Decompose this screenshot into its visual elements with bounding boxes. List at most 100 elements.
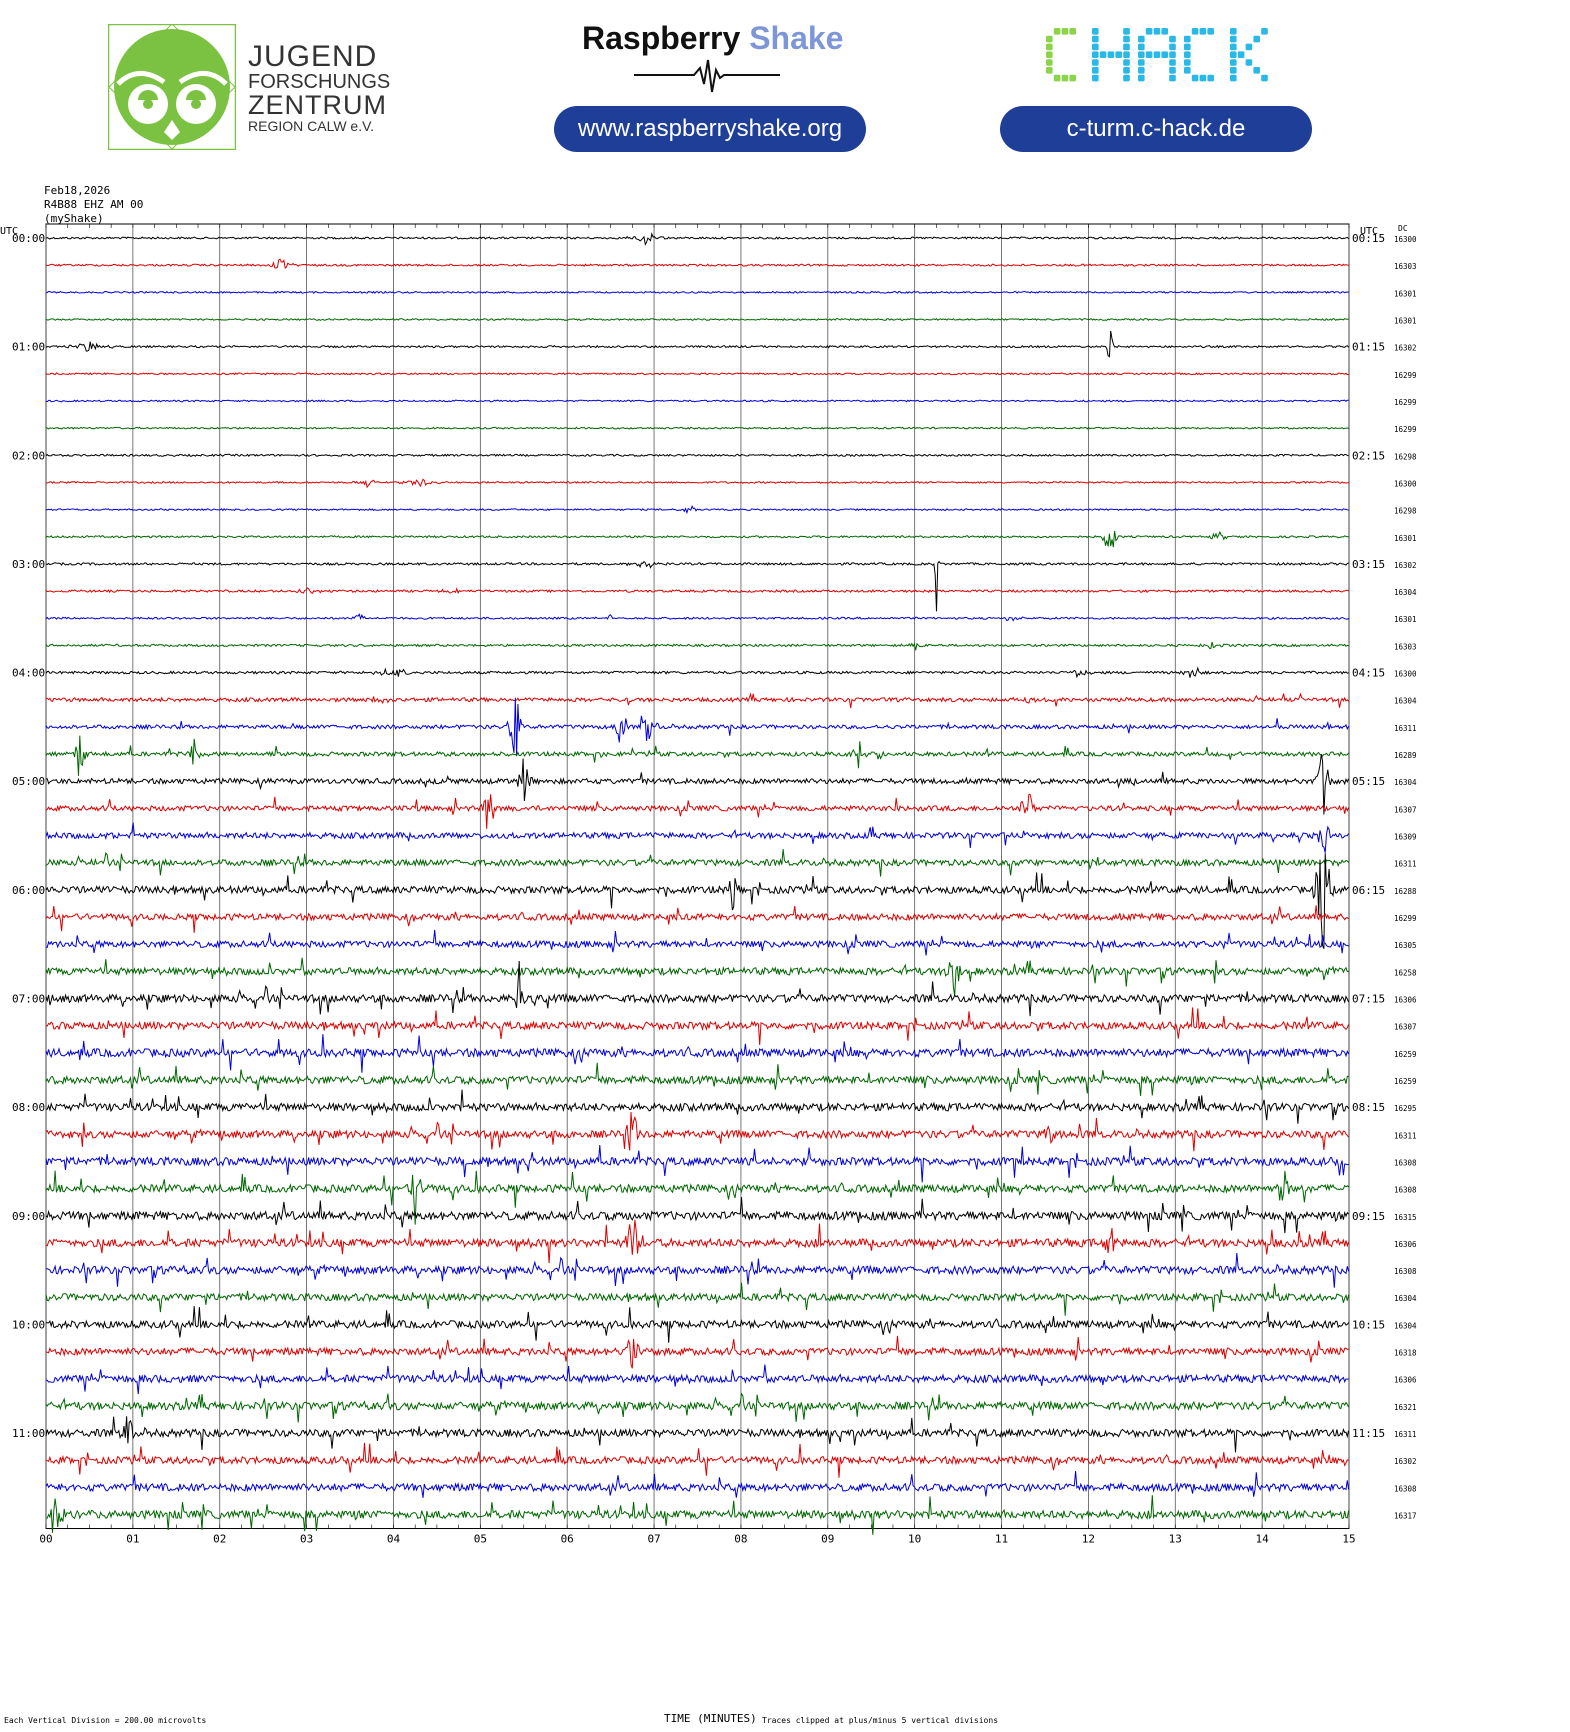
plot-info: Feb18,2026 R4B88 EHZ AM 00 (myShake) xyxy=(44,184,143,226)
plot-date: Feb18,2026 xyxy=(44,184,111,197)
utc-right-label: 01:15 xyxy=(1352,341,1385,354)
chack-logo-dot xyxy=(1253,35,1260,43)
seismic-trace xyxy=(45,1442,1349,1478)
seismic-trace xyxy=(45,1364,1349,1395)
chack-logo-dot xyxy=(1169,67,1176,74)
dc-offset-label: 16301 xyxy=(1394,316,1417,325)
chack-logo-dot xyxy=(1107,51,1115,58)
chack-logo-dot xyxy=(1092,35,1099,43)
seismic-trace xyxy=(45,1034,1350,1073)
dc-offset-label: 16295 xyxy=(1394,1104,1417,1113)
utc-left-label: 02:00 xyxy=(12,449,45,462)
dc-offset-label: 16300 xyxy=(1394,235,1417,244)
dc-offset-label: 16258 xyxy=(1394,968,1417,977)
chart-traces xyxy=(45,232,1350,1535)
owl-icon xyxy=(107,23,237,151)
chack-logo-dot xyxy=(1138,59,1145,66)
chack-logo-dot xyxy=(1145,28,1153,35)
chack-logo-dot xyxy=(1138,67,1145,74)
dc-offset-label: 16306 xyxy=(1394,1240,1417,1249)
chack-logo-dot xyxy=(1230,28,1237,35)
chack-logo-dot xyxy=(1191,74,1199,82)
dc-offset-label: 16289 xyxy=(1394,751,1417,760)
chack-logo-dot xyxy=(1169,35,1176,43)
x-tick-label: 08 xyxy=(734,1533,747,1546)
chack-logo-dot xyxy=(1123,74,1130,82)
utc-right-label: 00:15 xyxy=(1352,232,1385,245)
seismic-trace xyxy=(45,1392,1350,1423)
seismic-trace xyxy=(45,1252,1350,1288)
seismic-trace xyxy=(45,330,1349,358)
chack-logo-dot xyxy=(1230,43,1237,51)
seismo-wave-icon xyxy=(634,59,780,93)
data-source: (myShake) xyxy=(44,212,104,225)
chack-logo-dot xyxy=(1123,67,1130,74)
seismic-trace xyxy=(45,453,1349,458)
chack-logo-dot xyxy=(1123,43,1130,51)
seismic-trace xyxy=(45,1335,1349,1369)
org-line-3: ZENTRUM xyxy=(248,90,387,120)
scale-note: Each Vertical Division = 200.00 microvol… xyxy=(4,1716,207,1725)
org-line-4: REGION CALW e.V. xyxy=(248,118,375,134)
dc-offset-label: 16311 xyxy=(1394,860,1417,869)
chack-logo-dot xyxy=(1046,59,1053,66)
utc-right-label: 05:15 xyxy=(1352,775,1385,788)
dc-offset-label: 16308 xyxy=(1394,1158,1417,1167)
seismic-trace xyxy=(45,1111,1349,1152)
chack-logo-dot xyxy=(1099,51,1107,58)
seismic-trace xyxy=(45,1197,1349,1234)
seismic-trace xyxy=(45,735,1349,776)
dc-offset-label: 16302 xyxy=(1394,1457,1417,1466)
seismic-trace xyxy=(45,1282,1350,1316)
dc-offset-label: 16299 xyxy=(1394,914,1417,923)
chack-logo-dot xyxy=(1230,67,1237,74)
utc-left-label: 10:00 xyxy=(12,1318,45,1331)
x-tick-label: 12 xyxy=(1082,1533,1095,1546)
dc-offset-label: 16259 xyxy=(1394,1077,1417,1086)
chack-url-button[interactable]: c-turm.c-hack.de xyxy=(1000,106,1312,152)
dc-offset-label: 16306 xyxy=(1394,1376,1417,1385)
seismic-trace xyxy=(45,1144,1349,1183)
utc-left-label: 08:00 xyxy=(12,1101,45,1114)
dc-offset-label: 16311 xyxy=(1394,724,1417,733)
dc-offset-label: 16306 xyxy=(1394,995,1417,1004)
seismic-trace xyxy=(45,1470,1350,1498)
dc-offset-label: 16288 xyxy=(1394,887,1417,896)
dc-offset-label: 16304 xyxy=(1394,1321,1417,1330)
x-tick-label: 10 xyxy=(908,1533,921,1546)
dc-offset-label: 16308 xyxy=(1394,1267,1417,1276)
x-tick-label: 04 xyxy=(387,1533,401,1546)
chack-logo-dot xyxy=(1069,28,1076,35)
seismic-trace xyxy=(45,853,1349,949)
chack-logo-dot xyxy=(1092,67,1099,74)
rs-logo: Raspberry Shake xyxy=(582,20,843,57)
chack-logo-dot xyxy=(1184,59,1191,66)
rs-url-button[interactable]: www.raspberryshake.org xyxy=(554,106,866,152)
x-tick-label: 09 xyxy=(821,1533,834,1546)
chack-logo-dot xyxy=(1046,35,1053,43)
x-tick-label: 11 xyxy=(995,1533,1008,1546)
right-axis-header: UTC xyxy=(1360,226,1378,237)
seismic-trace xyxy=(45,641,1349,651)
seismic-trace xyxy=(45,504,1349,515)
chart-labels: 00 01 02 03 04 05 06 07 08 09 10 11 12 13 14 15 UTC UTC DC… xyxy=(0,224,1417,1546)
chack-logo-dot xyxy=(1261,74,1268,82)
dc-offset-label: 16301 xyxy=(1394,615,1417,624)
seismic-trace xyxy=(45,587,1349,595)
clip-note: Traces clipped at plus/minus 5 vertical … xyxy=(762,1716,999,1725)
dc-offset-label: 16311 xyxy=(1394,1131,1417,1140)
x-tick-label: 00 xyxy=(39,1533,52,1546)
chack-logo-dot xyxy=(1169,51,1176,58)
utc-right-label: 08:15 xyxy=(1352,1101,1385,1114)
chack-logo-dot xyxy=(1092,59,1099,66)
chack-logo-dot xyxy=(1092,28,1099,35)
org-name: JUGEND FORSCHUNGS ZENTRUM REGION CALW e.… xyxy=(248,42,390,134)
dc-offset-label: 16303 xyxy=(1394,642,1417,651)
seismic-trace xyxy=(46,1306,1350,1343)
seismic-trace xyxy=(45,560,1349,612)
seismic-trace xyxy=(45,905,1349,933)
dc-offset-label: 16304 xyxy=(1394,697,1417,706)
chack-logo-dot xyxy=(1153,51,1161,58)
chack-logo-dot xyxy=(1123,59,1130,66)
x-tick-label: 15 xyxy=(1342,1533,1355,1546)
